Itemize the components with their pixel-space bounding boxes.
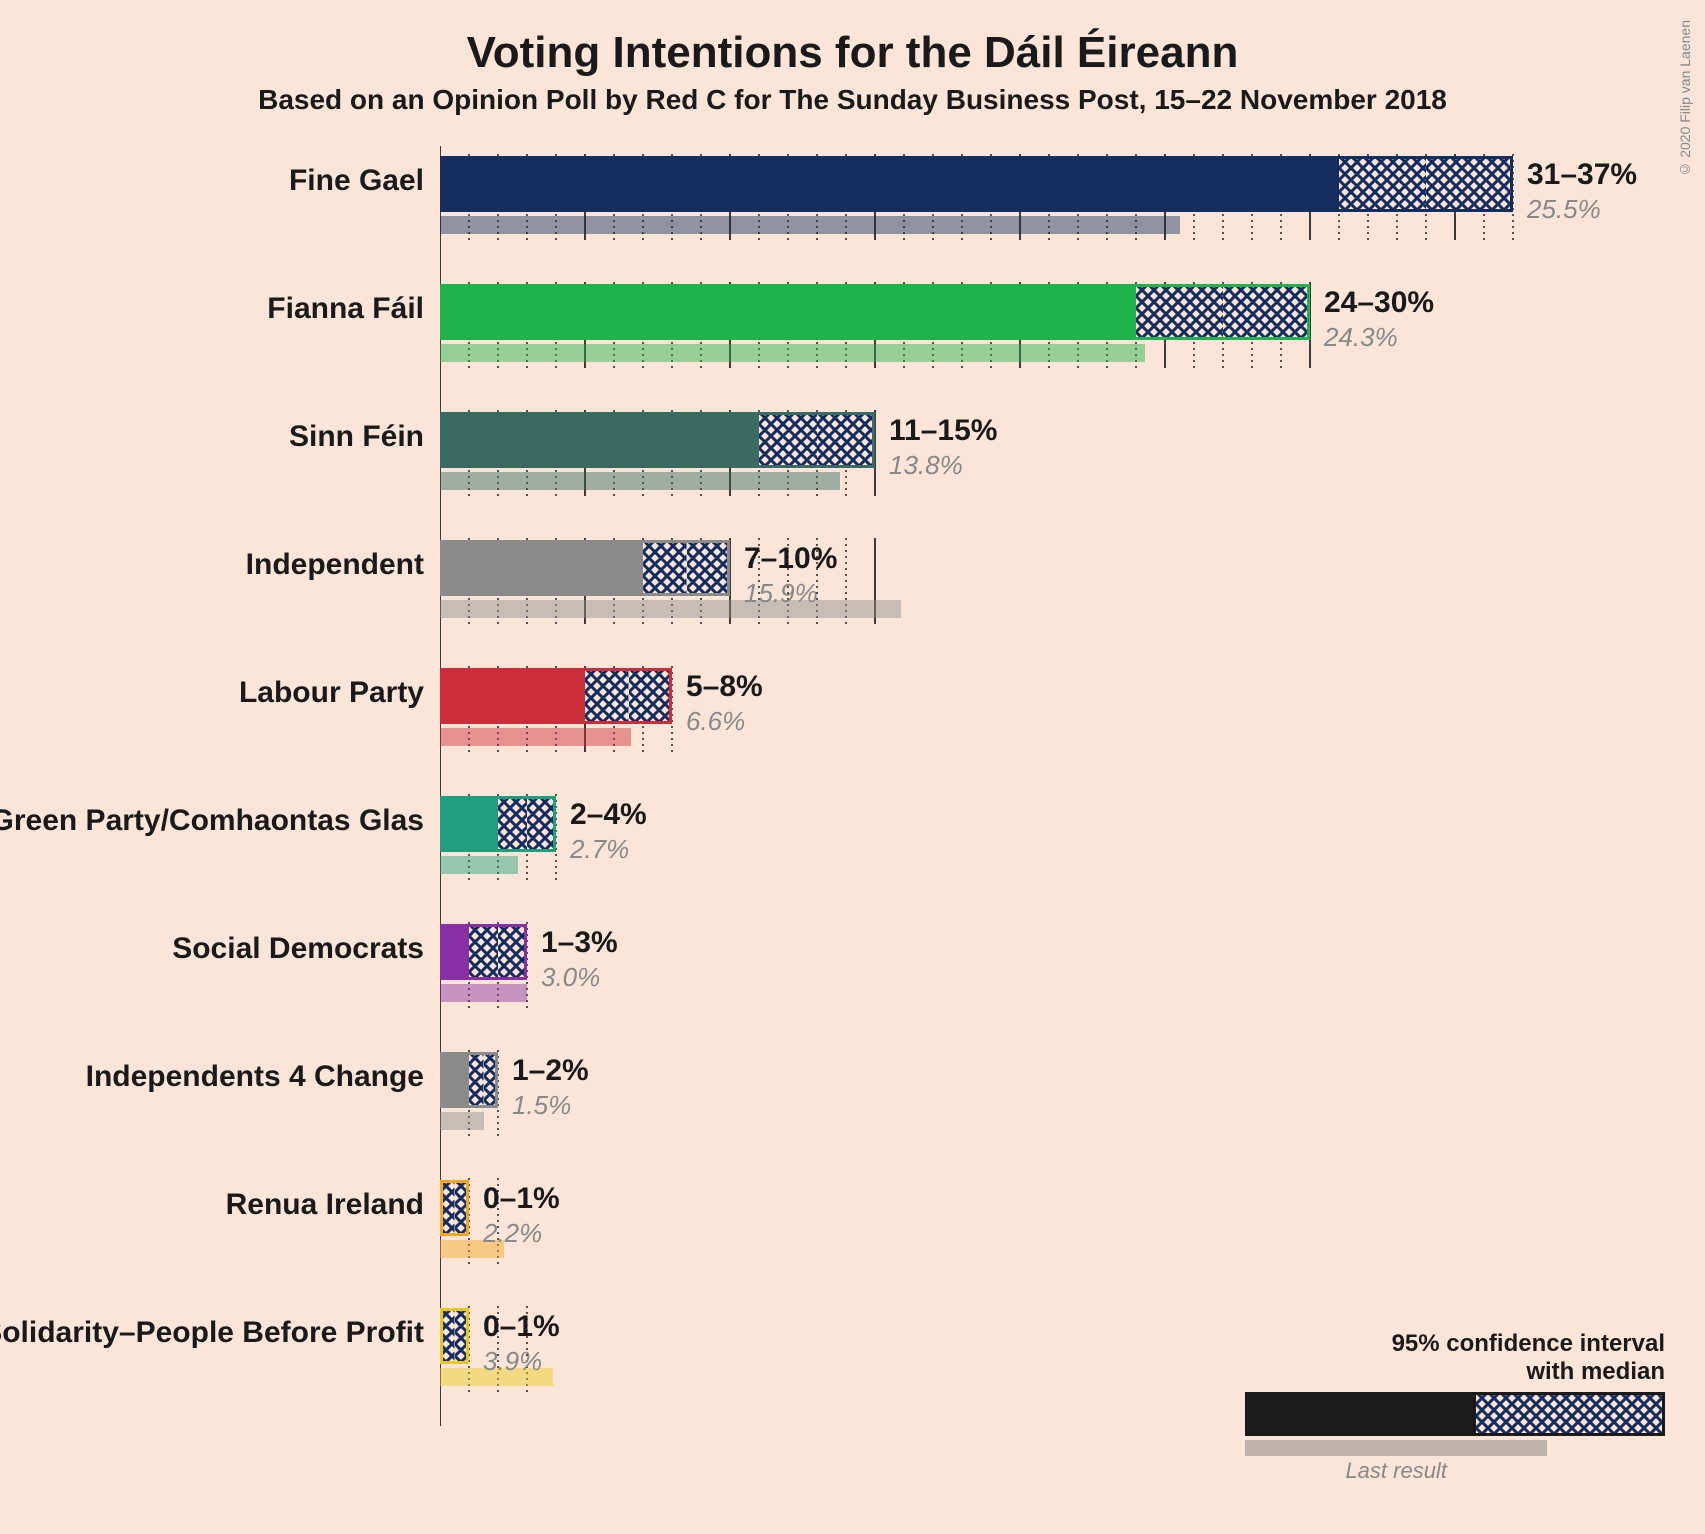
party-row: Green Party/Comhaontas Glas 2–4%2.7% — [440, 786, 1625, 914]
last-result-label: 13.8% — [889, 450, 963, 481]
legend-last-label: Last result — [1245, 1458, 1547, 1484]
last-result-label: 6.6% — [686, 706, 745, 737]
range-label: 24–30% — [1324, 286, 1434, 320]
range-label: 0–1% — [483, 1182, 560, 1216]
party-label: Fine Gael — [289, 164, 424, 198]
last-result-label: 15.9% — [744, 578, 818, 609]
bar-solid — [440, 412, 759, 468]
legend-ci-bar — [1245, 1392, 1665, 1436]
bar-ci-low — [469, 924, 498, 980]
bar-ci-high — [817, 412, 875, 468]
party-label: Independents 4 Change — [86, 1060, 424, 1094]
party-row: Labour Party 5–8%6.6% — [440, 658, 1625, 786]
party-label: Green Party/Comhaontas Glas — [0, 804, 424, 838]
bar-ci-low — [1339, 156, 1426, 212]
last-result-label: 3.9% — [483, 1346, 542, 1377]
bar-ci-low — [585, 668, 629, 724]
range-label: 7–10% — [744, 542, 837, 576]
last-result-bar — [440, 472, 840, 490]
last-result-bar — [440, 984, 527, 1002]
chart-area: Fine Gael 31–37%25.5%Fianna Fáil 24–30%2… — [440, 146, 1625, 1426]
bar-solid — [440, 668, 585, 724]
party-row: Sinn Féin 11–15%13.8% — [440, 402, 1625, 530]
bar-solid — [440, 796, 498, 852]
party-row: Independents 4 Change 1–2%1.5% — [440, 1042, 1625, 1170]
party-label: Fianna Fáil — [267, 292, 424, 326]
bar-ci-high — [455, 1308, 470, 1364]
bar-ci-high — [527, 796, 556, 852]
last-result-bar — [440, 216, 1180, 234]
last-result-label: 1.5% — [512, 1090, 571, 1121]
bar-ci-low — [440, 1308, 455, 1364]
bar-ci-high — [455, 1180, 470, 1236]
range-label: 0–1% — [483, 1310, 560, 1344]
party-label: Social Democrats — [172, 932, 424, 966]
bar-ci-low — [498, 796, 527, 852]
party-label: Independent — [246, 548, 424, 582]
party-row: Independent 7–10%15.9% — [440, 530, 1625, 658]
bar-solid — [440, 284, 1136, 340]
bar-ci-high — [629, 668, 673, 724]
bar-ci-low — [643, 540, 687, 596]
party-row: Fianna Fáil 24–30%24.3% — [440, 274, 1625, 402]
party-label: Sinn Féin — [289, 420, 424, 454]
bar-ci-high — [687, 540, 731, 596]
last-result-bar — [440, 856, 518, 874]
bar-ci-high — [1223, 284, 1310, 340]
party-label: Labour Party — [239, 676, 424, 710]
bar-ci-low — [759, 412, 817, 468]
last-result-label: 24.3% — [1324, 322, 1398, 353]
legend-line2: with median — [1245, 1358, 1665, 1386]
last-result-label: 2.7% — [570, 834, 629, 865]
party-row: Renua Ireland 0–1%2.2% — [440, 1170, 1625, 1298]
party-label: Renua Ireland — [226, 1188, 424, 1222]
last-result-bar — [440, 344, 1145, 362]
range-label: 11–15% — [889, 414, 997, 448]
bar-solid — [440, 540, 643, 596]
party-row: Fine Gael 31–37%25.5% — [440, 146, 1625, 274]
bar-ci-high — [1426, 156, 1513, 212]
bar-ci-high — [484, 1052, 499, 1108]
legend-last-bar — [1245, 1440, 1665, 1456]
chart-subtitle: Based on an Opinion Poll by Red C for Th… — [0, 78, 1705, 146]
last-result-label: 25.5% — [1527, 194, 1601, 225]
party-label: Solidarity–People Before Profit — [0, 1316, 424, 1350]
range-label: 1–3% — [541, 926, 618, 960]
legend: 95% confidence interval with median Last… — [1245, 1330, 1665, 1484]
range-label: 31–37% — [1527, 158, 1637, 192]
last-result-bar — [440, 600, 901, 618]
bar-ci-high — [498, 924, 527, 980]
last-result-bar — [440, 728, 631, 746]
bar-ci-low — [440, 1180, 455, 1236]
bar-ci-low — [469, 1052, 484, 1108]
legend-line1: 95% confidence interval — [1245, 1330, 1665, 1358]
last-result-label: 3.0% — [541, 962, 600, 993]
range-label: 1–2% — [512, 1054, 589, 1088]
last-result-bar — [440, 1112, 484, 1130]
bar-solid — [440, 1052, 469, 1108]
range-label: 5–8% — [686, 670, 763, 704]
range-label: 2–4% — [570, 798, 647, 832]
bar-solid — [440, 924, 469, 980]
party-row: Social Democrats 1–3%3.0% — [440, 914, 1625, 1042]
last-result-label: 2.2% — [483, 1218, 542, 1249]
chart-title: Voting Intentions for the Dáil Éireann — [0, 0, 1705, 78]
bar-ci-low — [1136, 284, 1223, 340]
copyright-text: © 2020 Filip van Laenen — [1677, 20, 1693, 178]
bar-solid — [440, 156, 1339, 212]
